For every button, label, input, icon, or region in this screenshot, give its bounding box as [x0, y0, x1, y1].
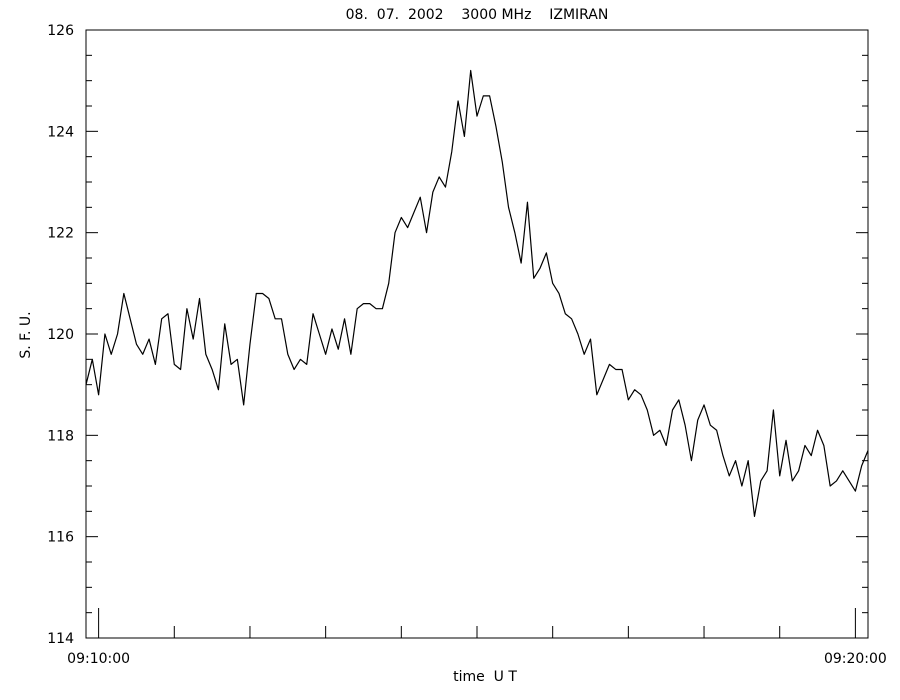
y-tick-label: 116 — [47, 530, 74, 546]
y-tick-label: 126 — [47, 23, 74, 39]
x-axis-label: time U T — [453, 669, 517, 685]
data-line — [85, 69, 869, 517]
chart-title: 08. 07. 2002 3000 MHz IZMIRAN — [346, 7, 609, 23]
x-tick-label: 09:10:00 — [67, 651, 130, 667]
x-tick-label: 09:20:00 — [824, 651, 887, 667]
y-tick-label: 120 — [47, 327, 74, 343]
y-axis-label: S. F. U. — [18, 311, 34, 358]
y-tick-label: 118 — [47, 428, 74, 444]
y-tick-label: 122 — [47, 226, 74, 242]
y-tick-label: 114 — [47, 631, 74, 647]
y-tick-label: 124 — [47, 124, 74, 140]
